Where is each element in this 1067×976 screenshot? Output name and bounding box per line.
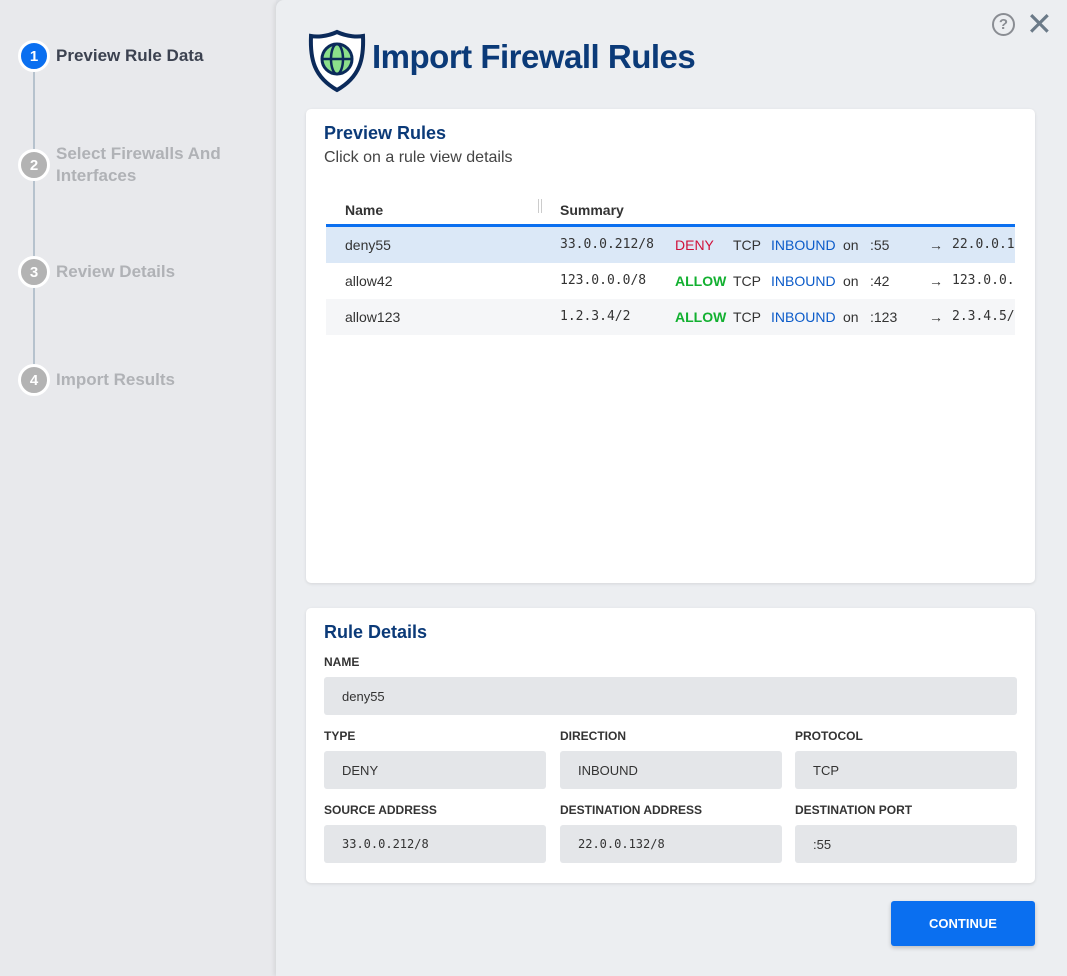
step-import-results[interactable]: 4 Import Results: [18, 364, 226, 396]
step-number: 1: [18, 40, 50, 72]
destination-address: 123.0.0.: [952, 273, 1015, 288]
on-text: on: [843, 273, 859, 289]
step-connector: [33, 72, 35, 368]
port-label: DESTINATION PORT: [795, 803, 913, 817]
preview-subtitle: Click on a rule view details: [324, 149, 513, 166]
destination-label: DESTINATION ADDRESS: [560, 803, 703, 817]
step-label: Select Firewalls And Interfaces: [56, 144, 221, 185]
table-row[interactable]: deny55 33.0.0.212/8 DENY TCP INBOUND on :55 → 22…: [326, 227, 1015, 263]
close-icon[interactable]: ✕: [1026, 6, 1053, 42]
type-label: TYPE: [324, 729, 356, 743]
type-field: DENY: [324, 751, 546, 789]
action: DENY: [675, 237, 714, 253]
source-address: 123.0.0.0/8: [560, 273, 647, 288]
column-name[interactable]: Name: [345, 202, 384, 218]
wizard-steps: 1 Preview Rule Data 2 Select Firewalls A…: [0, 0, 276, 976]
protocol: TCP: [733, 237, 761, 253]
direction: INBOUND: [771, 273, 836, 289]
on-text: on: [843, 309, 859, 325]
preview-title: Preview Rules: [324, 123, 447, 143]
table-row[interactable]: allow123 1.2.3.4/2 ALLOW TCP INBOUND on :123 → 2…: [326, 299, 1015, 335]
source-address: 1.2.3.4/2: [560, 309, 631, 324]
direction-field: INBOUND: [560, 751, 782, 789]
table-row[interactable]: allow42 123.0.0.0/8 ALLOW TCP INBOUND on :42 → 1…: [326, 263, 1015, 299]
step-preview-rule-data[interactable]: 1 Preview Rule Data: [18, 40, 256, 72]
shield-globe-icon: [308, 29, 366, 93]
destination-address: 2.3.4.5/: [952, 309, 1015, 324]
step-number: 4: [18, 364, 50, 396]
name-field: deny55: [324, 677, 1017, 715]
rule-name: allow123: [345, 309, 401, 325]
rule-details-card: Rule Details NAME deny55 TYPE DENY DIREC…: [306, 608, 1035, 883]
direction: INBOUND: [771, 237, 836, 253]
destination-address: 22.0.0.132/8: [952, 237, 1015, 252]
column-resize-handle[interactable]: [538, 199, 542, 213]
step-review-details[interactable]: 3 Review Details: [18, 256, 226, 288]
step-number: 3: [18, 256, 50, 288]
arrow: →: [929, 309, 943, 325]
rules-table: Name Summary deny55 33.0.0.212/8 DENY TCP IN…: [326, 189, 1015, 335]
arrow: →: [929, 237, 943, 253]
protocol-label: PROTOCOL: [795, 729, 863, 743]
protocol: TCP: [733, 309, 761, 325]
column-summary[interactable]: Summary: [560, 202, 624, 218]
on-text: on: [843, 237, 859, 253]
help-icon[interactable]: ?: [992, 13, 1015, 36]
step-select-firewalls[interactable]: 2 Select Firewalls And Interfaces: [18, 144, 226, 187]
port: :55: [870, 237, 890, 253]
source-field: 33.0.0.212/8: [324, 825, 546, 863]
details-title: Rule Details: [324, 622, 428, 642]
protocol: TCP: [733, 273, 761, 289]
rule-name: allow42: [345, 273, 393, 289]
continue-button[interactable]: CONTINUE: [891, 901, 1035, 946]
preview-rules-card: Preview Rules Click on a rule view detai…: [306, 109, 1035, 583]
protocol-field: TCP: [795, 751, 1017, 789]
port: :123: [870, 309, 898, 325]
step-label: Review Details: [56, 262, 176, 281]
import-dialog: Import Firewall Rules ? ✕ Preview Rules …: [276, 0, 1067, 976]
rule-name: deny55: [345, 237, 391, 253]
source-address: 33.0.0.212/8: [560, 237, 654, 252]
table-header: Name Summary: [326, 189, 1015, 227]
port-field: :55: [795, 825, 1017, 863]
step-label: Import Results: [56, 370, 176, 389]
page-title: Import Firewall Rules: [372, 38, 696, 75]
destination-field: 22.0.0.132/8: [560, 825, 782, 863]
action: ALLOW: [675, 273, 727, 289]
step-label: Preview Rule Data: [56, 46, 204, 65]
source-label: SOURCE ADDRESS: [324, 803, 437, 817]
arrow: →: [929, 273, 943, 289]
direction-label: DIRECTION: [560, 729, 626, 743]
name-label: NAME: [324, 655, 360, 669]
action: ALLOW: [675, 309, 727, 325]
direction: INBOUND: [771, 309, 836, 325]
step-number: 2: [18, 149, 50, 181]
port: :42: [870, 273, 890, 289]
